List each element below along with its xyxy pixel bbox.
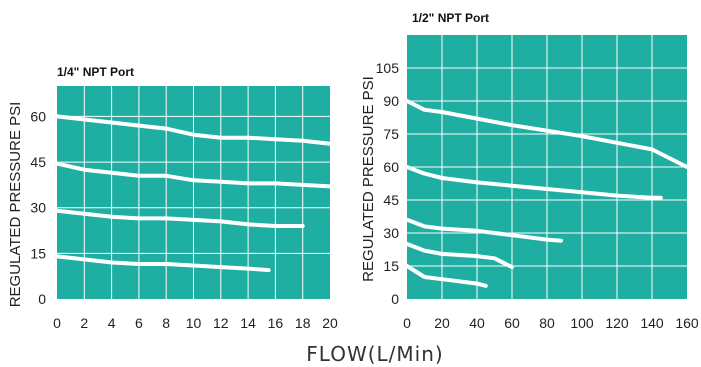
x-tick-label: 40 [469,315,485,331]
y-tick-label: 30 [30,200,46,216]
x-tick-label: 8 [162,315,170,331]
x-tick-label: 60 [504,315,520,331]
chart-title: 1/4" NPT Port [57,65,134,79]
x-tick-label: 160 [675,315,699,331]
y-tick-label: 60 [30,108,46,124]
pressure-curve-3 [405,217,563,243]
pressure-curve-2 [55,161,332,189]
y-tick-label: 90 [383,93,399,109]
x-tick-label: 12 [213,315,229,331]
y-tick-label: 0 [38,291,46,307]
x-tick-label: 14 [240,315,256,331]
pressure-curve-3 [55,208,305,228]
x-tick-label: 80 [539,315,555,331]
pressure-curve-4 [405,242,514,270]
x-tick-label: 120 [605,315,629,331]
y-tick-label: 45 [30,154,46,170]
pressure-curve-5 [405,264,488,288]
x-tick-label: 10 [186,315,202,331]
y-tick-label: 0 [391,291,399,307]
x-tick-label: 2 [80,315,88,331]
x-tick-label: 20 [434,315,450,331]
y-tick-label: 45 [383,192,399,208]
x-tick-label: 4 [108,315,116,331]
pressure-curve-1 [55,114,332,146]
x-tick-label: 20 [322,315,338,331]
y-axis-label: REGULATED PRESSURE PSI [360,76,377,282]
chart-title: 1/2" NPT Port [412,11,489,25]
pressure-curve-4 [55,254,271,273]
chart-panel-quarter-inch: 0 2 4 6 8 10 12 14 16 18 20 0 15 30 45 60 1/4" NPT Port R… [7,65,338,331]
x-tick-label: 100 [570,315,594,331]
x-axis-label: FLOW(L/Min) [306,342,443,366]
pressure-curve-2 [405,165,663,200]
y-tick-label: 60 [383,159,399,175]
x-tick-label: 16 [268,315,284,331]
x-tick-label: 140 [640,315,664,331]
pressure-curve-1 [405,99,689,169]
y-tick-label: 105 [376,60,400,76]
y-axis-label: REGULATED PRESSURE PSI [7,102,24,308]
x-tick-label: 18 [295,315,311,331]
y-tick-label: 15 [30,245,46,261]
x-tick-label: 6 [135,315,143,331]
chart-panel-half-inch: 0 20 40 60 80 100 120 140 160 0 15 30 45 60 75 90 105 1/2… [360,11,699,331]
y-tick-label: 30 [383,225,399,241]
x-tick-label: 0 [53,315,61,331]
y-tick-label: 15 [383,258,399,274]
x-tick-label: 0 [403,315,411,331]
y-tick-label: 75 [383,126,399,142]
